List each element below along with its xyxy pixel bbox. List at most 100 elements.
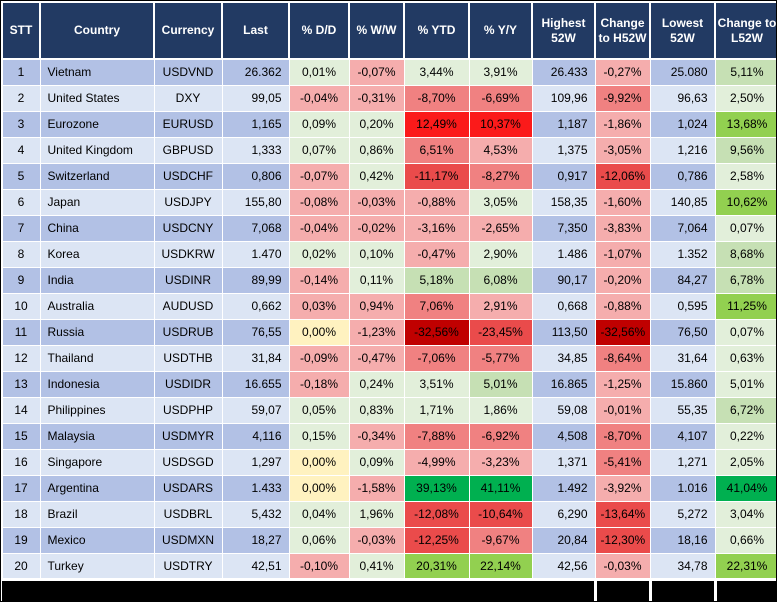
cell-pct-yy: -3,23%	[468, 448, 533, 476]
cell-last: 0,662	[221, 292, 290, 320]
cell-country: Mexico	[39, 526, 155, 554]
cell-currency: USDCNY	[153, 214, 223, 242]
cell-pct-ytd: 6,51%	[403, 136, 470, 164]
table-row: 5 Switzerland USDCHF 0,806 -0,07% 0,42% …	[1, 162, 776, 190]
cell-currency: USDSGD	[153, 448, 223, 476]
cell-stt: 20	[1, 552, 41, 580]
cell-pct-chg-l52w: 0,63%	[714, 344, 776, 372]
cell-pct-chg-h52w: -5,41%	[594, 448, 651, 476]
cell-pct-chg-h52w: -1,86%	[594, 110, 651, 138]
cell-stt: 14	[1, 396, 41, 424]
cell-pct-chg-l52w: 9,56%	[714, 136, 776, 164]
cell-high-52w: 59,08	[531, 396, 596, 424]
table-row: 11 Russia USDRUB 76,55 0,00% -1,23% -32,…	[1, 318, 776, 346]
cell-country: China	[39, 214, 155, 242]
cell-country: Japan	[39, 188, 155, 216]
table-row: 18 Brazil USDBRL 5,432 0,04% 1,96% -12,0…	[1, 500, 776, 528]
cell-pct-dd: 0,09%	[288, 110, 350, 138]
table-row: 1 Vietnam USDVND 26.362 0,01% -0,07% 3,4…	[1, 58, 776, 86]
table-row: 4 United Kingdom GBPUSD 1,333 0,07% 0,86…	[1, 136, 776, 164]
cell-stt: 17	[1, 474, 41, 502]
cell-pct-chg-h52w: -0,03%	[594, 552, 651, 580]
cell-currency: USDPHP	[153, 396, 223, 424]
cell-pct-dd: 0,02%	[288, 240, 350, 268]
cell-pct-ww: -0,03%	[348, 526, 405, 554]
cell-pct-chg-l52w: 0,22%	[714, 422, 776, 450]
cell-pct-chg-h52w: -13,64%	[594, 500, 651, 528]
column-header: Last	[221, 1, 290, 60]
column-header: Lowest 52W	[649, 1, 716, 60]
cell-low-52w: 1.016	[649, 474, 716, 502]
cell-pct-chg-h52w: -3,92%	[594, 474, 651, 502]
cell-currency: USDIDR	[153, 370, 223, 398]
cell-currency: USDINR	[153, 266, 223, 294]
cell-stt: 1	[1, 58, 41, 86]
cell-pct-ytd: 39,13%	[403, 474, 470, 502]
cell-low-52w: 5,272	[649, 500, 716, 528]
table-row: 3 Eurozone EURUSD 1,165 0,09% 0,20% 12,4…	[1, 110, 776, 138]
cell-pct-dd: 0,00%	[288, 448, 350, 476]
cell-high-52w: 158,35	[531, 188, 596, 216]
cell-pct-chg-l52w: 2,50%	[714, 84, 776, 112]
table-row: 19 Mexico USDMXN 18,27 0,06% -0,03% -12,…	[1, 526, 776, 554]
cell-last: 1,333	[221, 136, 290, 164]
table-row: 13 Indonesia USDIDR 16.655 -0,18% 0,24% …	[1, 370, 776, 398]
table-row: 6 Japan USDJPY 155,80 -0,08% -0,03% -0,8…	[1, 188, 776, 216]
cell-pct-dd: -0,07%	[288, 162, 350, 190]
cell-pct-ww: -0,31%	[348, 84, 405, 112]
column-header: STT	[1, 1, 41, 60]
cell-pct-yy: -8,27%	[468, 162, 533, 190]
column-header: % YTD	[403, 1, 470, 60]
cell-pct-yy: -9,67%	[468, 526, 533, 554]
cell-pct-ytd: -8,70%	[403, 84, 470, 112]
cell-pct-ww: 0,41%	[348, 552, 405, 580]
cell-pct-yy: 3,05%	[468, 188, 533, 216]
column-header: % D/D	[288, 1, 350, 60]
cell-last: 31,84	[221, 344, 290, 372]
cell-pct-ww: 0,24%	[348, 370, 405, 398]
cell-low-52w: 4,107	[649, 422, 716, 450]
footer-empty-cell	[593, 577, 652, 601]
cell-pct-ww: 0,94%	[348, 292, 405, 320]
cell-pct-chg-h52w: -0,01%	[594, 396, 651, 424]
cell-pct-dd: -0,08%	[288, 188, 350, 216]
cell-country: Indonesia	[39, 370, 155, 398]
cell-stt: 2	[1, 84, 41, 112]
cell-low-52w: 31,64	[649, 344, 716, 372]
cell-currency: EURUSD	[153, 110, 223, 138]
cell-high-52w: 0,917	[531, 162, 596, 190]
cell-currency: GBPUSD	[153, 136, 223, 164]
cell-pct-dd: 0,04%	[288, 500, 350, 528]
cell-pct-yy: 6,08%	[468, 266, 533, 294]
cell-pct-chg-h52w: -8,64%	[594, 344, 651, 372]
cell-last: 89,99	[221, 266, 290, 294]
cell-pct-chg-h52w: -9,92%	[594, 84, 651, 112]
cell-low-52w: 18,16	[649, 526, 716, 554]
cell-pct-ytd: -12,25%	[403, 526, 470, 554]
cell-stt: 10	[1, 292, 41, 320]
cell-country: Korea	[39, 240, 155, 268]
cell-pct-dd: 0,07%	[288, 136, 350, 164]
cell-high-52w: 1,371	[531, 448, 596, 476]
cell-pct-ytd: -32,56%	[403, 318, 470, 346]
cell-low-52w: 1,216	[649, 136, 716, 164]
cell-last: 1.470	[221, 240, 290, 268]
cell-last: 1,297	[221, 448, 290, 476]
cell-pct-chg-l52w: 0,66%	[714, 526, 776, 554]
cell-country: Malaysia	[39, 422, 155, 450]
table-row: 8 Korea USDKRW 1.470 0,02% 0,10% -0,47% …	[1, 240, 776, 268]
column-header: Currency	[153, 1, 223, 60]
cell-pct-ww: 1,96%	[348, 500, 405, 528]
cell-pct-dd: -0,09%	[288, 344, 350, 372]
cell-pct-chg-h52w: -0,20%	[594, 266, 651, 294]
cell-country: Russia	[39, 318, 155, 346]
cell-pct-chg-h52w: -12,06%	[594, 162, 651, 190]
cell-pct-ytd: -11,17%	[403, 162, 470, 190]
cell-last: 0,806	[221, 162, 290, 190]
cell-pct-chg-h52w: -3,83%	[594, 214, 651, 242]
cell-pct-yy: 41,11%	[468, 474, 533, 502]
cell-pct-ytd: 3,44%	[403, 58, 470, 86]
cell-currency: USDMYR	[153, 422, 223, 450]
cell-pct-chg-h52w: -1,60%	[594, 188, 651, 216]
